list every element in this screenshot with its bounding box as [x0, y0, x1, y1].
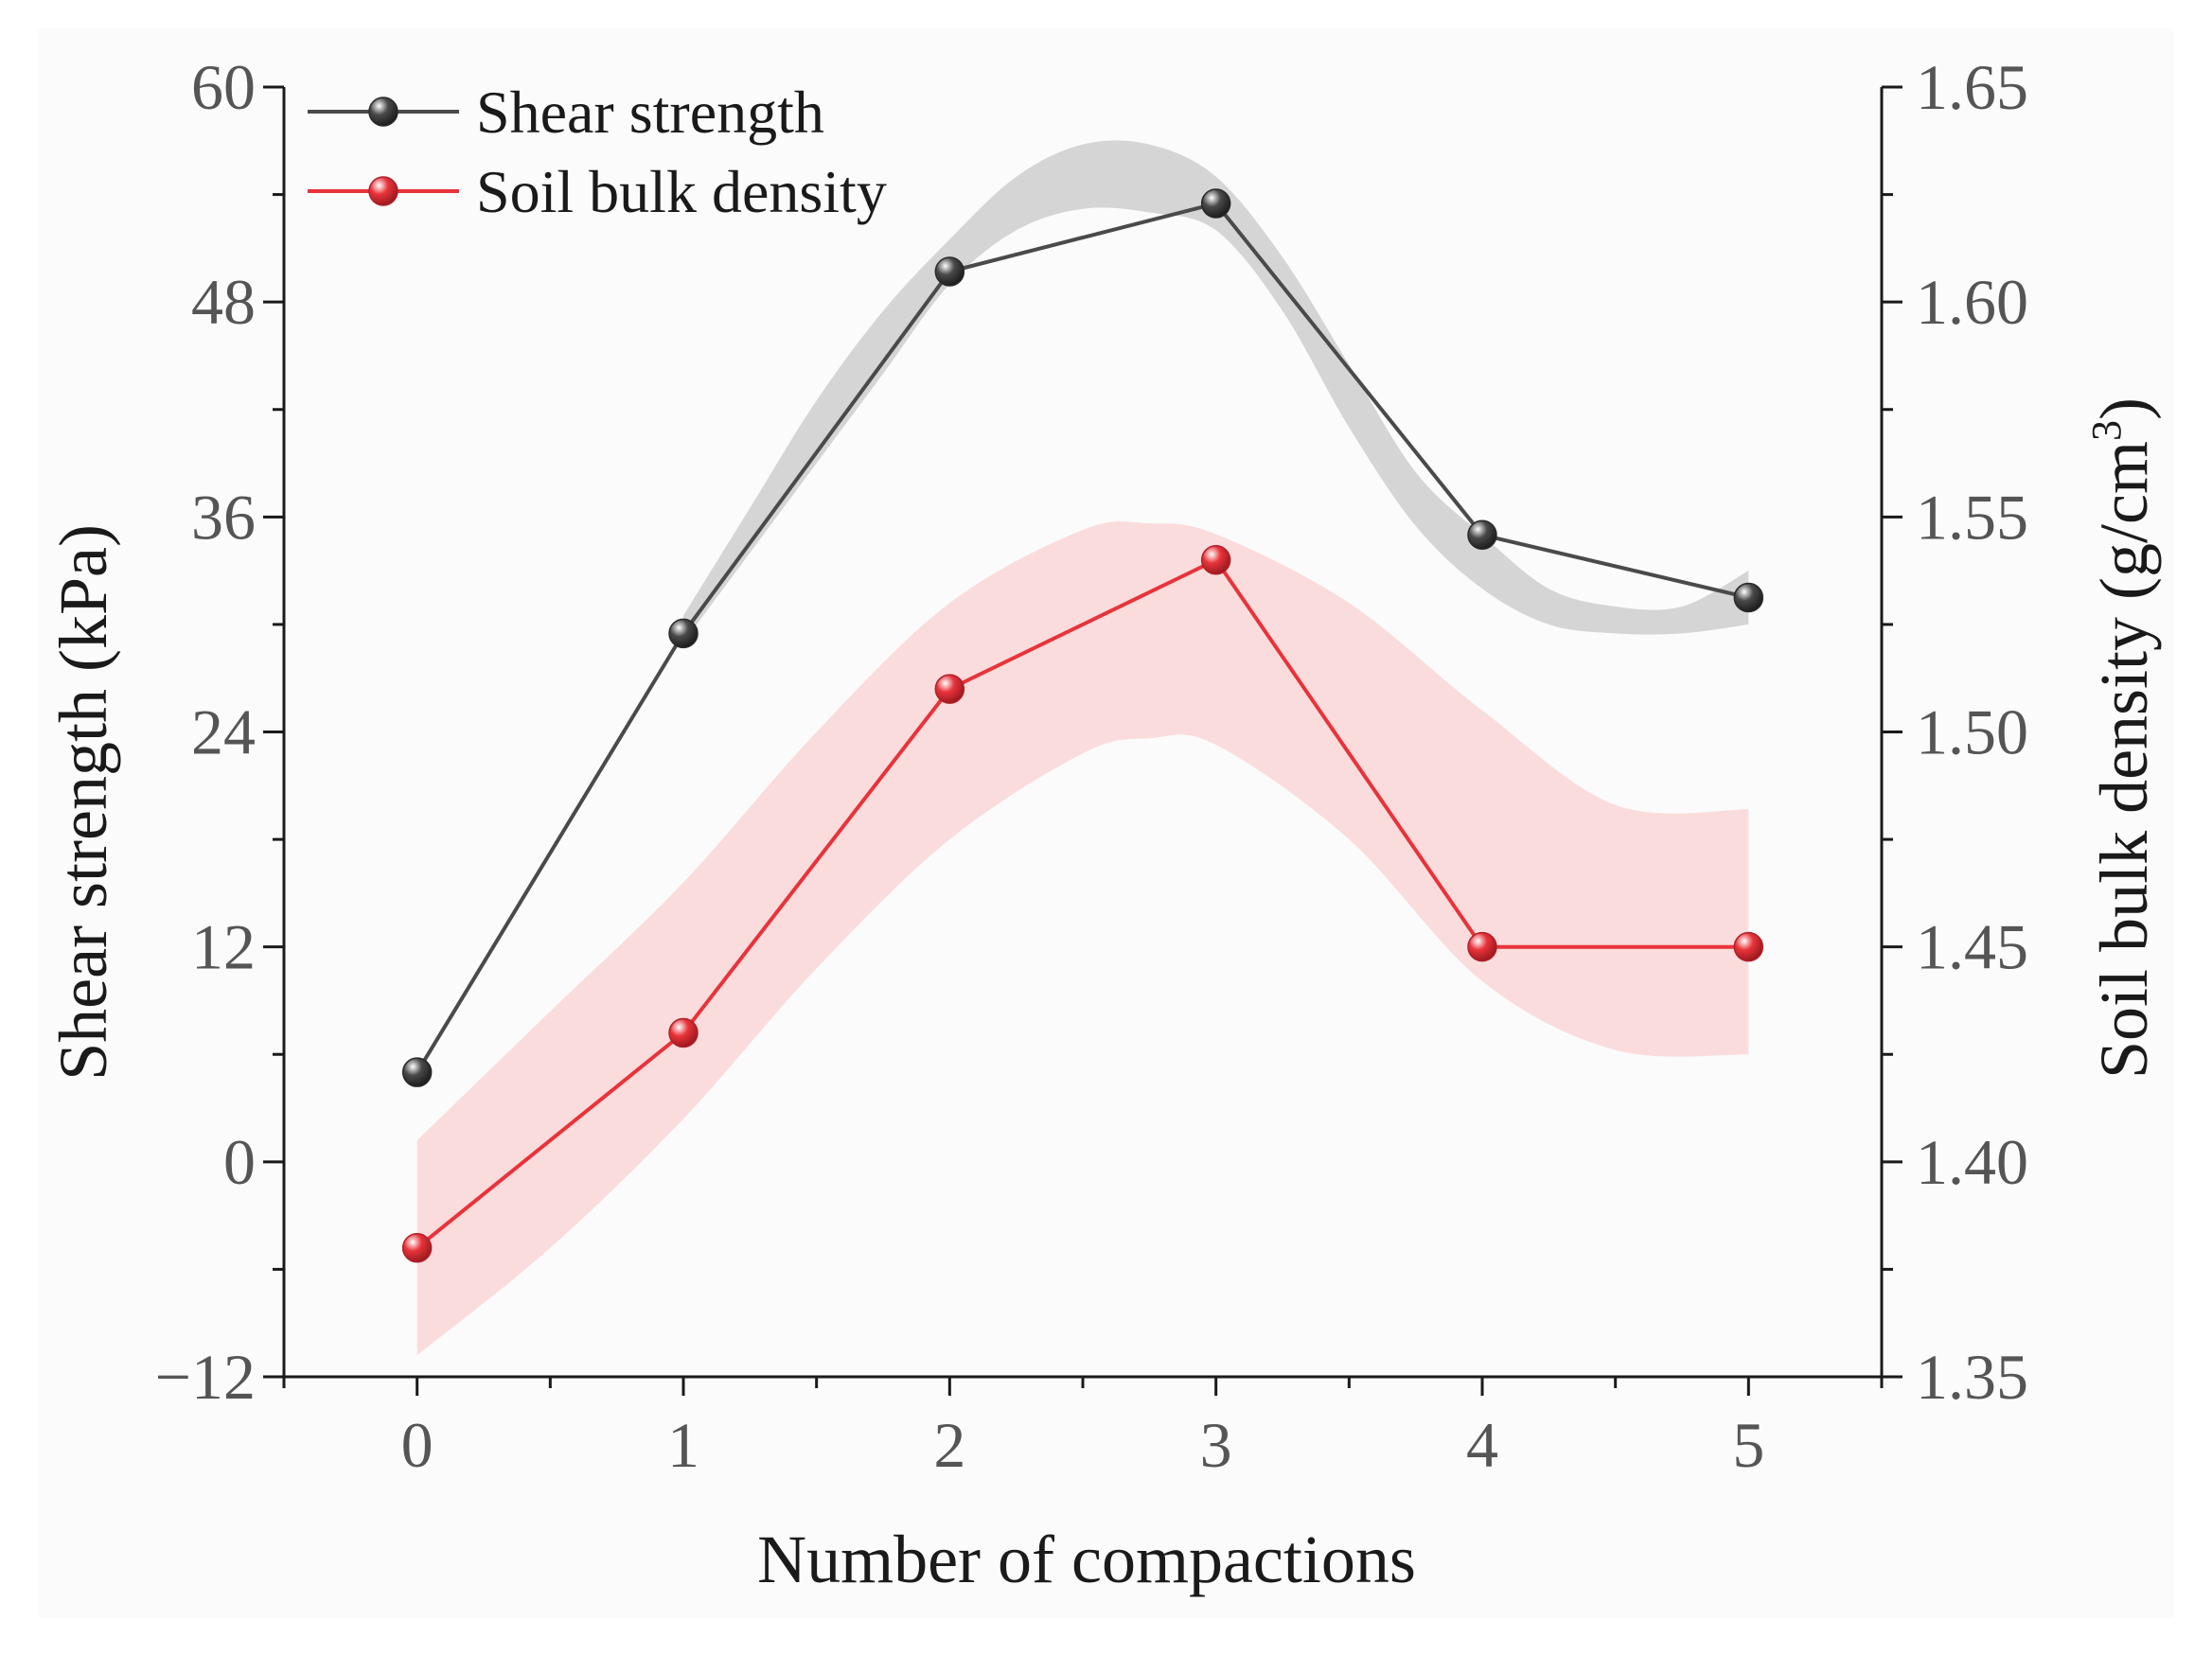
- y2-tick-label: 1.45: [1916, 911, 2028, 983]
- y-tick-label: 12: [191, 911, 256, 983]
- shear-strength-point: [1200, 188, 1231, 219]
- bulk-density-point: [1733, 931, 1764, 962]
- y-tick-label: −12: [155, 1341, 256, 1413]
- axes: −12012243648601.351.401.451.501.551.601.…: [155, 51, 2028, 1481]
- x-tick-label: 0: [401, 1409, 434, 1481]
- y-tick-label: 0: [223, 1126, 256, 1198]
- y-tick-label: 36: [191, 481, 256, 553]
- series-lines: [415, 201, 1749, 1250]
- shear-strength-point: [1467, 519, 1497, 551]
- bulk-density-point: [1200, 545, 1231, 575]
- bulk-density-point: [401, 1232, 433, 1263]
- y-axis-title: Shear strength (kPa): [45, 524, 121, 1081]
- shear-strength-point: [401, 1057, 433, 1087]
- y2-tick-label: 1.60: [1916, 266, 2028, 338]
- x-tick-label: 5: [1732, 1409, 1764, 1481]
- bulk-density-line: [416, 557, 1749, 1250]
- legend-marker-bulk-density: [368, 176, 398, 206]
- x-tick-label: 3: [1200, 1409, 1232, 1481]
- y2-axis-title-superscript: 3: [2083, 420, 2130, 441]
- data-markers: [401, 188, 1764, 1263]
- bulk-density-point: [668, 1017, 699, 1048]
- y2-axis-title-main: Soil bulk density (g/cm: [2086, 441, 2162, 1079]
- y-tick-label: 24: [191, 696, 256, 768]
- x-axis-title: Number of compactions: [757, 1522, 1416, 1597]
- shear-strength-point: [668, 618, 699, 649]
- legend-label-bulk-density: Soil bulk density: [476, 158, 887, 225]
- y-tick-label: 48: [191, 266, 256, 338]
- shear-strength-point: [934, 256, 965, 287]
- y2-tick-label: 1.40: [1916, 1126, 2028, 1198]
- legend-label-shear-strength: Shear strength: [476, 79, 824, 146]
- y2-tick-label: 1.55: [1916, 481, 2028, 553]
- plot-background: [38, 28, 2174, 1618]
- y2-tick-label: 1.65: [1916, 51, 2028, 123]
- x-tick-label: 1: [667, 1409, 699, 1481]
- y2-tick-label: 1.35: [1916, 1341, 2028, 1413]
- y2-axis-title-close: ): [2086, 397, 2162, 420]
- y2-tick-label: 1.50: [1916, 696, 2028, 768]
- bulk-density-band: [416, 521, 1749, 1356]
- shear-strength-point: [1733, 582, 1764, 613]
- bulk-density-point: [1467, 931, 1497, 962]
- legend-marker-shear-strength: [368, 97, 398, 127]
- x-tick-label: 2: [933, 1409, 965, 1481]
- legend: Shear strength Soil bulk density: [308, 79, 887, 225]
- bulk-density-point: [934, 674, 965, 704]
- y2-axis-title: Soil bulk density (g/cm3): [2083, 397, 2162, 1079]
- x-tick-label: 4: [1466, 1409, 1498, 1481]
- shear-strength-line: [415, 201, 1749, 1074]
- y-tick-label: 60: [191, 51, 256, 123]
